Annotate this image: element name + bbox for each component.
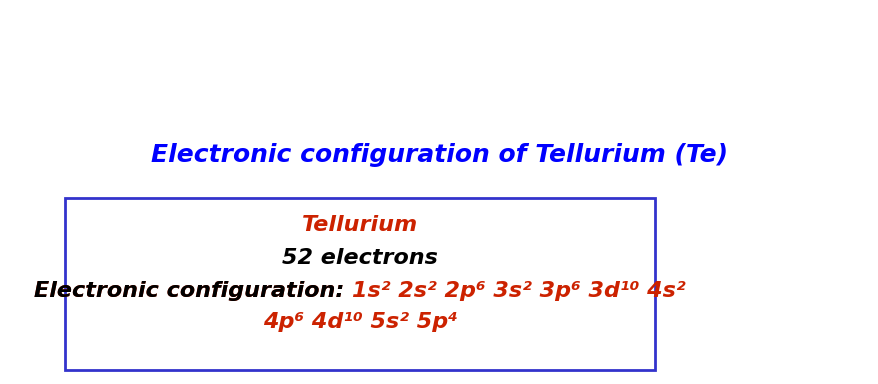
Text: Tellurium: Tellurium	[302, 215, 418, 235]
Text: Electronic configuration: 1s² 2s² 2p⁶ 3s² 3p⁶ 3d¹⁰ 4s²: Electronic configuration: 1s² 2s² 2p⁶ 3s…	[34, 281, 685, 301]
Text: Electronic configuration:: Electronic configuration:	[34, 281, 352, 301]
Text: 4p⁶ 4d¹⁰ 5s² 5p⁴: 4p⁶ 4d¹⁰ 5s² 5p⁴	[263, 312, 457, 332]
Text: 52 electrons: 52 electrons	[282, 248, 437, 268]
Bar	[65, 198, 654, 370]
Text: Electronic configuration of Tellurium (Te): Electronic configuration of Tellurium (T…	[151, 143, 727, 167]
